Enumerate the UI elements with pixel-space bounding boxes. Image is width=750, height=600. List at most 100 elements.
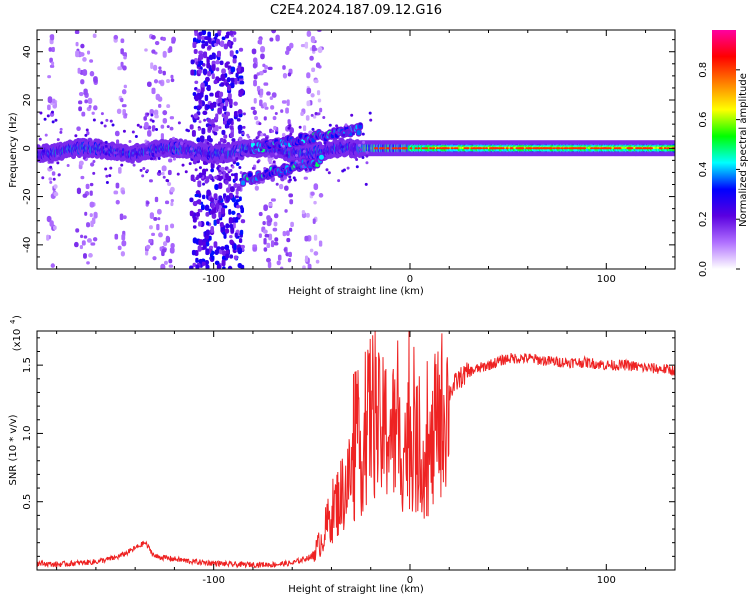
heat-cell (198, 166, 202, 170)
heat-cell (236, 185, 241, 192)
heat-cell (234, 174, 238, 182)
heat-cell (206, 56, 210, 64)
heat-cell (344, 123, 348, 127)
heat-cell (208, 174, 213, 179)
heat-cell (317, 112, 321, 116)
heat-cell (124, 113, 128, 117)
heat-cell (301, 210, 306, 215)
heat-cell (295, 154, 299, 158)
heat-cell (157, 157, 161, 161)
heat-cell (228, 208, 232, 215)
heat-cell (233, 110, 238, 118)
heat-cell (229, 125, 234, 130)
heat-cell (269, 139, 273, 143)
heat-cell (285, 50, 290, 55)
heat-cell (162, 36, 166, 42)
colorbar-label: Normalized spectral amplitude (738, 73, 749, 227)
heat-cell (355, 165, 359, 169)
heat-cell (150, 62, 154, 69)
heat-cell (206, 189, 211, 197)
heat-cell (218, 172, 222, 176)
heat-cell (237, 65, 241, 72)
heat-cell (176, 172, 180, 176)
heat-cell (165, 179, 169, 183)
heat-cell (90, 242, 96, 246)
heat-cell (170, 201, 174, 207)
heat-cell (189, 197, 194, 202)
heat-cell (114, 130, 120, 137)
heat-cell (77, 67, 81, 74)
heat-cell (485, 147, 489, 150)
heat-cell (246, 133, 250, 137)
heat-cell (109, 166, 113, 170)
heat-cell (52, 177, 56, 181)
heat-cell (192, 37, 197, 44)
heat-cell (221, 68, 226, 75)
spectrogram-x-tick-label: -100 (202, 274, 225, 285)
heat-cell (276, 260, 281, 266)
heat-cell (244, 150, 248, 154)
heat-cell (323, 141, 327, 145)
heat-cell (157, 96, 163, 102)
spectrogram-y-tick-label: -20 (22, 188, 33, 204)
heat-cell (229, 239, 234, 245)
heat-cell (170, 78, 175, 83)
heat-cell (238, 238, 243, 243)
heat-cell (152, 256, 157, 261)
heat-cell (240, 205, 244, 210)
heat-cell (211, 73, 215, 80)
heat-cell (205, 248, 210, 256)
heat-cell (134, 145, 138, 149)
heat-cell (180, 141, 184, 145)
heat-cell (157, 208, 162, 215)
heat-cell (295, 166, 299, 170)
heat-cell (74, 30, 80, 35)
heat-cell (327, 171, 331, 175)
heat-cell (86, 261, 90, 265)
heat-cell (266, 257, 271, 263)
heat-cell (216, 264, 221, 269)
heat-cell (80, 234, 84, 239)
heat-cell (184, 170, 188, 174)
heat-cell (316, 90, 321, 96)
heat-cell (154, 114, 159, 119)
heat-cell (93, 105, 98, 111)
heat-cell (131, 130, 135, 134)
heat-cell (197, 127, 201, 131)
heat-cell (259, 148, 263, 152)
heat-cell (207, 31, 211, 38)
snr-multiplier-close: ) (12, 315, 23, 319)
heat-cell (312, 115, 317, 119)
heat-cell (273, 221, 278, 227)
heat-cell (146, 81, 152, 88)
heat-cell (57, 173, 61, 177)
heat-cell (283, 175, 287, 179)
heat-cell (274, 237, 279, 242)
heat-cell (168, 46, 173, 53)
heat-cell (41, 176, 45, 180)
heat-cell (74, 134, 78, 138)
heat-cell (202, 182, 206, 186)
heat-cell (139, 125, 143, 129)
heat-cell (38, 137, 42, 141)
heat-cell (659, 147, 663, 150)
heat-cell (287, 72, 292, 77)
heat-cell (121, 240, 127, 247)
heat-cell (122, 215, 127, 220)
heat-cell (557, 147, 561, 150)
heat-cell (314, 111, 318, 115)
heat-cell (224, 244, 230, 251)
heat-cell (201, 127, 206, 135)
heat-cell (170, 199, 174, 203)
heat-cell (221, 153, 225, 157)
heat-cell (287, 119, 291, 125)
heat-cell (166, 79, 171, 84)
heat-cell (226, 77, 231, 83)
snr-x-tick-label: -100 (202, 575, 225, 586)
heat-cell (225, 250, 230, 255)
heat-cell (82, 156, 86, 160)
heat-cell (265, 136, 269, 140)
heat-cell (325, 168, 329, 172)
heat-cell (283, 247, 287, 252)
heat-cell (116, 139, 120, 146)
